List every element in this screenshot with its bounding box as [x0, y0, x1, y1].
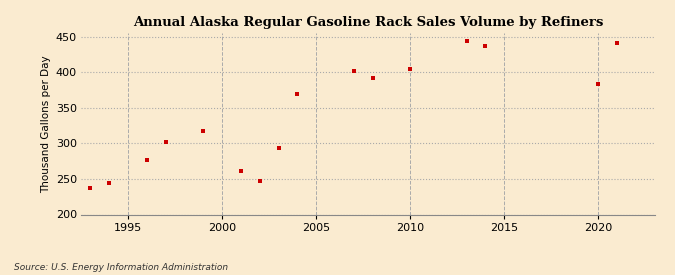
Y-axis label: Thousand Gallons per Day: Thousand Gallons per Day	[42, 55, 51, 192]
Point	[254, 179, 265, 183]
Point	[236, 169, 246, 173]
Title: Annual Alaska Regular Gasoline Rack Sales Volume by Refiners: Annual Alaska Regular Gasoline Rack Sale…	[133, 16, 603, 29]
Point	[593, 82, 603, 86]
Point	[142, 158, 153, 163]
Point	[104, 181, 115, 185]
Text: Source: U.S. Energy Information Administration: Source: U.S. Energy Information Administ…	[14, 263, 227, 271]
Point	[405, 66, 416, 71]
Point	[273, 146, 284, 150]
Point	[367, 76, 378, 80]
Point	[461, 39, 472, 43]
Point	[348, 69, 359, 74]
Point	[612, 41, 622, 45]
Point	[85, 186, 96, 190]
Point	[160, 140, 171, 144]
Point	[292, 92, 302, 97]
Point	[480, 44, 491, 48]
Point	[198, 128, 209, 133]
